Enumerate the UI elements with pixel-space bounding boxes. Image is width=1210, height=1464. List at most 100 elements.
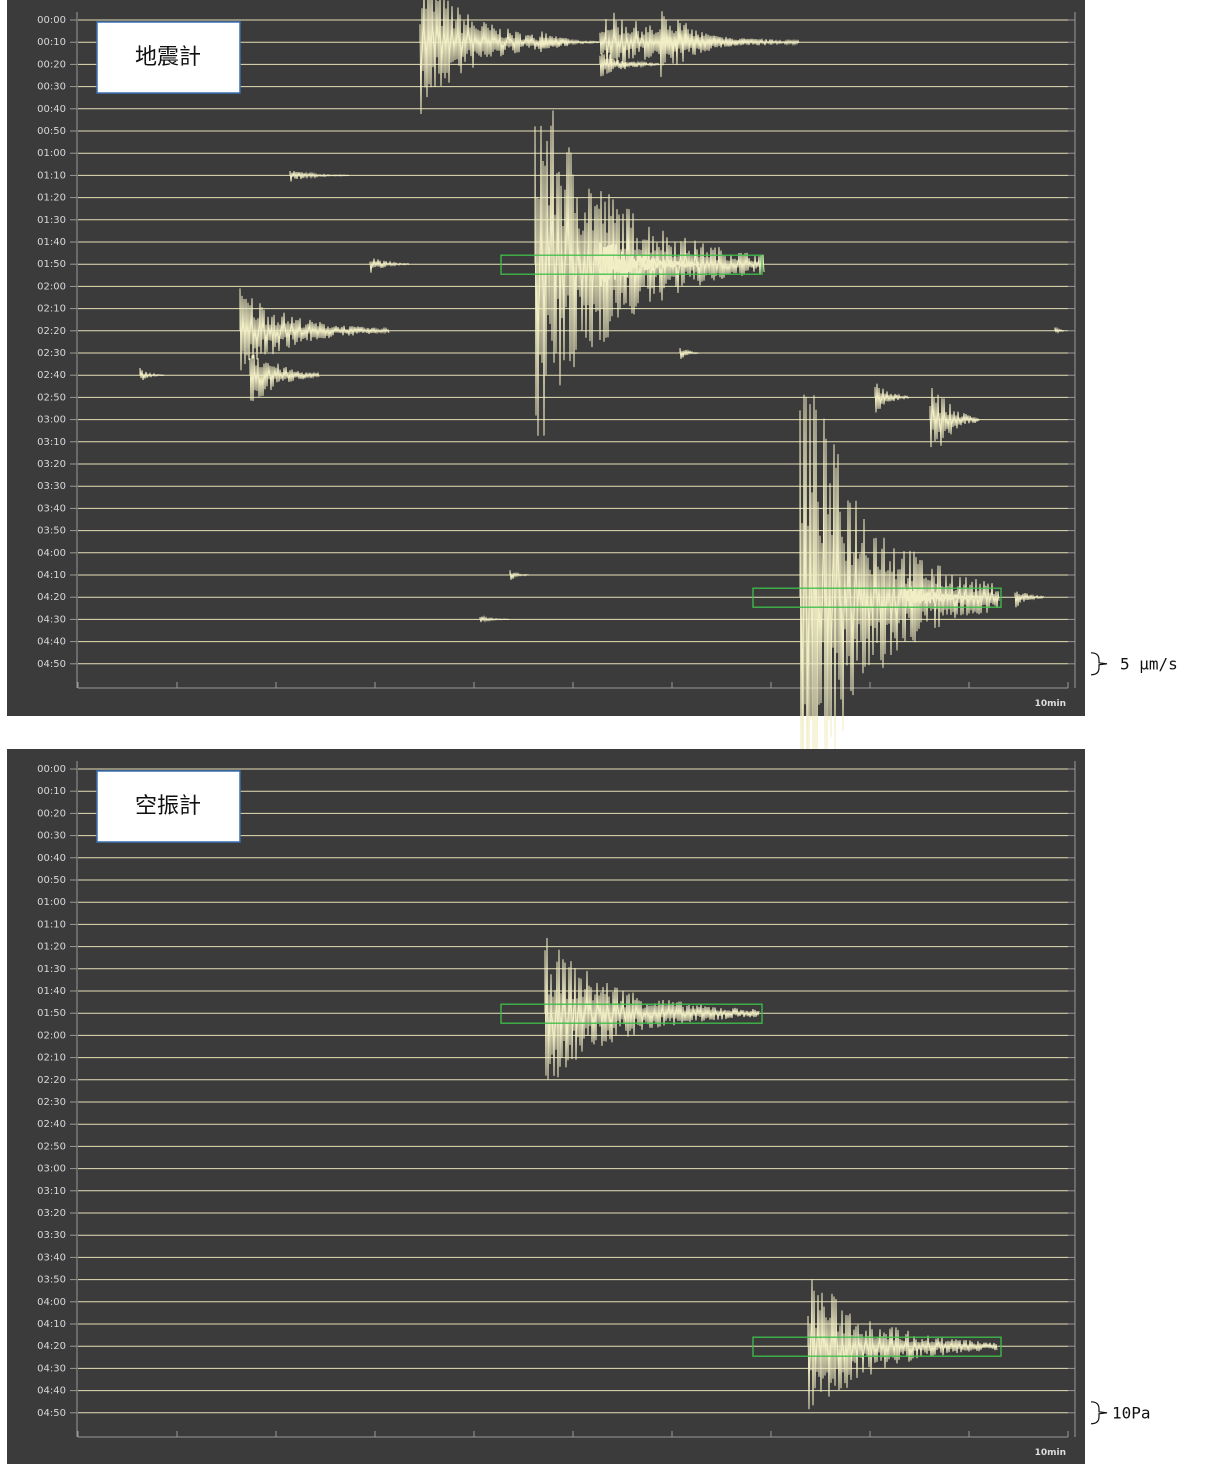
time-label: 04:40 <box>37 1386 66 1397</box>
time-label: 04:40 <box>37 637 66 648</box>
highlight-box <box>500 1003 763 1024</box>
highlight-box <box>752 587 1002 608</box>
time-label: 00:40 <box>37 853 66 864</box>
waveform-burst <box>599 12 800 74</box>
time-label: 02:00 <box>37 1030 66 1041</box>
waveform-burst <box>239 288 390 371</box>
waveform-burst <box>509 570 530 580</box>
label-box <box>96 770 241 843</box>
time-label: 02:00 <box>37 281 66 292</box>
time-label: 03:20 <box>37 459 66 470</box>
waveform-burst <box>659 11 750 78</box>
time-label: 01:50 <box>37 1008 66 1019</box>
time-label: 02:10 <box>37 1053 66 1064</box>
time-label: 02:40 <box>37 1119 66 1130</box>
waveform-burst <box>807 1279 998 1410</box>
time-label: 04:20 <box>37 592 66 603</box>
scale-brace <box>1090 652 1108 676</box>
time-label: 04:00 <box>37 548 66 559</box>
waveform-burst <box>799 394 1000 832</box>
time-label: 02:30 <box>37 1097 66 1108</box>
time-label: 04:20 <box>37 1341 66 1352</box>
time-label: 01:50 <box>37 259 66 270</box>
time-label: 00:10 <box>37 37 66 48</box>
time-label: 00:00 <box>37 15 66 26</box>
highlight-box <box>752 1336 1002 1357</box>
scale-brace <box>1090 1401 1108 1425</box>
time-label: 04:00 <box>37 1297 66 1308</box>
waveform-burst <box>139 367 165 380</box>
waveform-burst <box>1014 591 1045 608</box>
time-label: 01:00 <box>37 897 66 908</box>
time-label: 03:00 <box>37 1164 66 1175</box>
time-label: 04:50 <box>37 659 66 670</box>
time-label: 03:10 <box>37 437 66 448</box>
time-label: 01:40 <box>37 237 66 248</box>
panel: 00:00 00:10 00:20 00:30 00:40 00:50 01:00 01:10… <box>7 0 1178 832</box>
time-label: 02:50 <box>37 1141 66 1152</box>
time-label: 00:00 <box>37 764 66 775</box>
time-label: 04:10 <box>37 1319 66 1330</box>
label-box <box>96 21 241 94</box>
time-label: 01:40 <box>37 986 66 997</box>
time-label: 01:30 <box>37 215 66 226</box>
waveform-burst <box>534 110 765 436</box>
waveform-burst <box>544 937 760 1080</box>
time-label: 04:30 <box>37 614 66 625</box>
waveform-burst <box>1054 326 1065 335</box>
panel-label: 地震計 <box>135 45 201 70</box>
axis-label: 10min <box>1035 1448 1066 1458</box>
time-label: 02:30 <box>37 348 66 359</box>
time-label: 03:50 <box>37 526 66 537</box>
time-label: 01:10 <box>37 170 66 181</box>
scale-label: 5 μm/s <box>1120 654 1178 673</box>
panel-label: 空振計 <box>135 794 201 819</box>
time-label: 03:40 <box>37 503 66 514</box>
time-label: 03:40 <box>37 1252 66 1263</box>
axis-label: 10min <box>1035 699 1066 709</box>
time-label: 02:50 <box>37 392 66 403</box>
time-label: 01:30 <box>37 964 66 975</box>
time-label: 00:50 <box>37 875 66 886</box>
scale-label: 10Pa <box>1112 1403 1151 1422</box>
time-label: 03:00 <box>37 415 66 426</box>
time-label: 03:50 <box>37 1275 66 1286</box>
time-label: 04:50 <box>37 1408 66 1419</box>
waveform-burst <box>929 387 980 448</box>
time-label: 00:30 <box>37 831 66 842</box>
time-label: 02:20 <box>37 326 66 337</box>
time-label: 01:10 <box>37 919 66 930</box>
time-label: 03:20 <box>37 1208 66 1219</box>
waveform-burst <box>599 53 660 77</box>
time-label: 03:30 <box>37 1230 66 1241</box>
time-label: 00:30 <box>37 82 66 93</box>
waveform-burst <box>599 242 700 287</box>
waveform-burst <box>479 615 510 623</box>
time-label: 04:10 <box>37 570 66 581</box>
time-label: 00:20 <box>37 808 66 819</box>
time-label: 00:20 <box>37 59 66 70</box>
waveform-burst <box>904 586 985 609</box>
waveform-burst <box>679 348 700 359</box>
waveform-burst <box>249 354 320 402</box>
time-label: 02:40 <box>37 370 66 381</box>
time-label: 01:20 <box>37 942 66 953</box>
time-label: 00:10 <box>37 786 66 797</box>
time-label: 01:20 <box>37 193 66 204</box>
time-label: 01:00 <box>37 148 66 159</box>
time-label: 02:10 <box>37 304 66 315</box>
panel: 00:00 00:10 00:20 00:30 00:40 00:50 01:00 01:10… <box>7 749 1151 1464</box>
time-label: 04:30 <box>37 1363 66 1374</box>
waveform-burst <box>539 31 600 53</box>
time-label: 02:20 <box>37 1075 66 1086</box>
time-label: 00:50 <box>37 126 66 137</box>
highlight-box <box>500 254 763 275</box>
time-label: 03:10 <box>37 1186 66 1197</box>
waveform-burst <box>289 170 350 182</box>
time-label: 00:40 <box>37 104 66 115</box>
waveform-burst <box>369 258 410 273</box>
waveform-burst <box>874 383 910 413</box>
time-label: 03:30 <box>37 481 66 492</box>
